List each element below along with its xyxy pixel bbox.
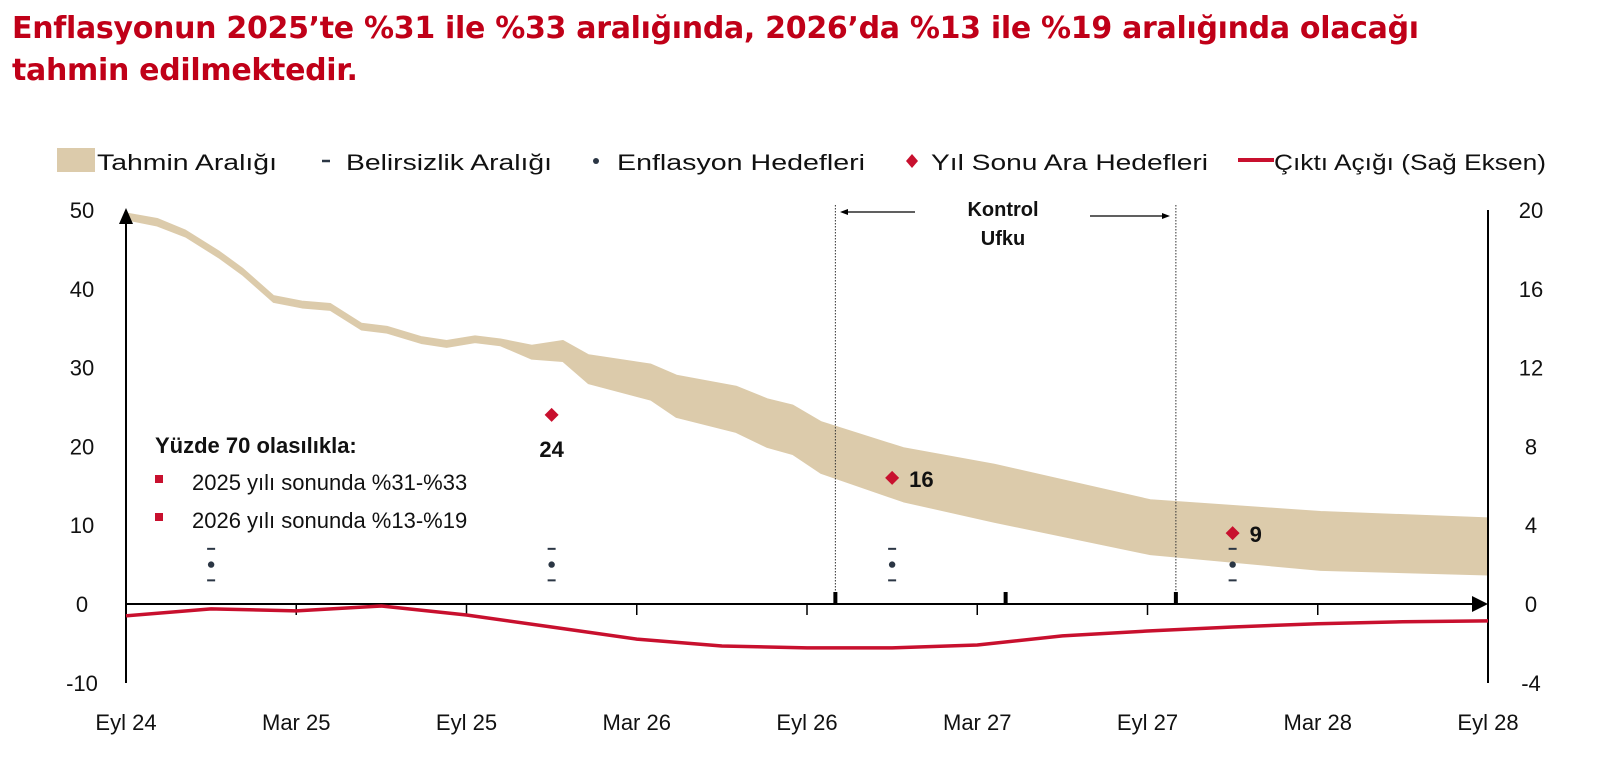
control-horizon-label-line-2: Ufku — [981, 228, 1025, 250]
arrow-right-icon — [1162, 213, 1170, 219]
probability-item: 2025 yılı sonunda %31-%33 — [192, 470, 467, 495]
output-gap-line — [125, 604, 1489, 650]
x-axis-tick-label: Mar 28 — [1284, 710, 1352, 735]
chart-title: Enflasyonun 2025’te %31 ile %33 aralığın… — [12, 8, 1598, 92]
left-axis-tick-label: -10 — [66, 671, 98, 696]
left-axis-tick-label: 10 — [70, 513, 94, 538]
right-axis-tick-label: 16 — [1519, 277, 1543, 302]
chart-title-line-2: tahmin edilmektedir. — [12, 53, 358, 88]
chart-title-line-1: Enflasyonun 2025’te %31 ile %33 aralığın… — [12, 11, 1419, 46]
left-axis-tick-label: 40 — [70, 277, 94, 302]
inflation-target-dot — [888, 561, 896, 568]
interim-target-marker — [885, 470, 900, 485]
right-axis-tick-label: 12 — [1519, 356, 1543, 381]
interim-target-marker — [544, 407, 559, 422]
right-axis-tick-label: -4 — [1521, 671, 1541, 696]
interim-target-value-label: 9 — [1250, 522, 1262, 547]
right-axis-tick-label: 0 — [1525, 592, 1537, 617]
legend-label-interim-targets: Yıl Sonu Ara Hedefleri — [931, 150, 1208, 175]
x-axis-arrow-icon — [1472, 596, 1488, 612]
x-axis-tick-label: Eyl 25 — [436, 710, 497, 735]
interim-target-marker — [1225, 526, 1240, 541]
legend-label-forecast-range: Tahmin Aralığı — [97, 150, 277, 175]
left-axis-tick-label: 30 — [70, 356, 94, 381]
control-horizon-label-line-1: Kontrol — [967, 199, 1038, 221]
x-axis-tick-label: Eyl 26 — [776, 710, 837, 735]
bullet-square-icon — [155, 513, 163, 521]
inflation-target-dot — [548, 561, 555, 568]
legend-dot-icon — [593, 158, 599, 164]
x-axis-tick-label: Mar 25 — [262, 710, 330, 735]
legend-diamond-icon — [906, 154, 918, 168]
inflation-target-dot — [1229, 561, 1236, 568]
arrow-left-icon — [840, 209, 848, 215]
x-axis-tick-label: Mar 27 — [943, 710, 1011, 735]
left-axis-tick-label: 0 — [76, 592, 88, 617]
legend-label-inflation-targets: Enflasyon Hedefleri — [617, 150, 865, 175]
right-axis-tick-label: 20 — [1519, 198, 1543, 223]
interim-target-value-label: 16 — [909, 467, 933, 492]
legend-label-uncertainty-range: Belirsizlik Aralığı — [346, 150, 552, 175]
legend-label-output-gap: Çıktı Açığı (Sağ Eksen) — [1274, 150, 1546, 175]
x-axis-tick-label: Eyl 24 — [95, 710, 156, 735]
x-axis-tick-label: Eyl 27 — [1117, 710, 1178, 735]
interim-target-value-label: 24 — [539, 437, 564, 462]
x-axis-tick-label: Eyl 28 — [1457, 710, 1518, 735]
right-axis-tick-label: 8 — [1525, 434, 1537, 459]
x-axis-tick-label: Mar 26 — [603, 710, 671, 735]
bullet-square-icon — [155, 475, 163, 483]
y-axis-arrow-icon — [119, 208, 133, 224]
inflation-target-dot — [207, 561, 215, 568]
left-axis-tick-label: 20 — [70, 434, 94, 459]
legend-band-swatch-icon — [57, 148, 95, 172]
left-axis-tick-label: 50 — [70, 198, 94, 223]
probability-heading: Yüzde 70 olasılıkla: — [155, 433, 357, 458]
right-axis-tick-label: 4 — [1525, 513, 1537, 538]
probability-item: 2026 yılı sonunda %13-%19 — [192, 508, 467, 533]
